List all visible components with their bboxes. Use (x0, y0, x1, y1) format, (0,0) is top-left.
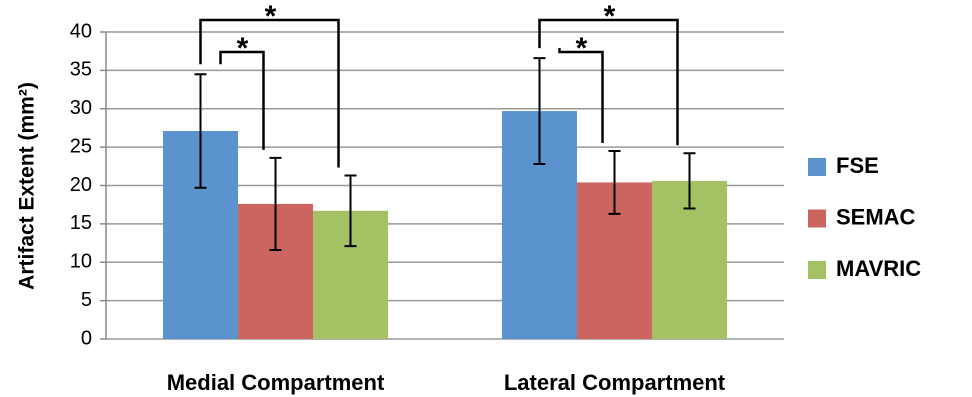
y-tick-label: 10 (70, 251, 92, 273)
x-tick-label: Lateral Compartment (504, 370, 726, 395)
y-tick-label: 5 (81, 289, 92, 311)
y-tick-label: 40 (70, 20, 92, 42)
error-bar (683, 152, 696, 210)
legend-label: SEMAC (836, 204, 916, 229)
error-bar (269, 156, 282, 251)
y-tick-label: 25 (70, 135, 92, 157)
error-bar (194, 73, 207, 189)
x-tick-label: Medial Compartment (167, 370, 385, 395)
significance-label: * (604, 0, 616, 33)
legend-label: MAVRIC (836, 256, 921, 281)
y-tick-label: 15 (70, 212, 92, 234)
y-tick-label: 20 (70, 174, 92, 196)
significance-bracket (558, 48, 604, 143)
error-bar (608, 149, 621, 215)
error-bar (344, 174, 357, 248)
significance-bracket (219, 50, 265, 150)
significance-label: * (237, 32, 249, 65)
error-bar (533, 57, 546, 166)
legend-swatch (808, 158, 826, 176)
legend-swatch (808, 209, 826, 228)
significance-bracket (199, 18, 340, 168)
significance-label: * (265, 0, 277, 33)
significance-bracket (538, 18, 679, 146)
legend-swatch (808, 261, 826, 279)
y-tick-label: 30 (70, 97, 92, 119)
significance-label: * (576, 32, 588, 65)
y-tick-label: 0 (81, 327, 92, 349)
legend-label: FSE (836, 153, 879, 178)
y-tick-label: 35 (70, 59, 92, 81)
y-axis-title: Artifact Extent (mm²) (16, 82, 39, 290)
